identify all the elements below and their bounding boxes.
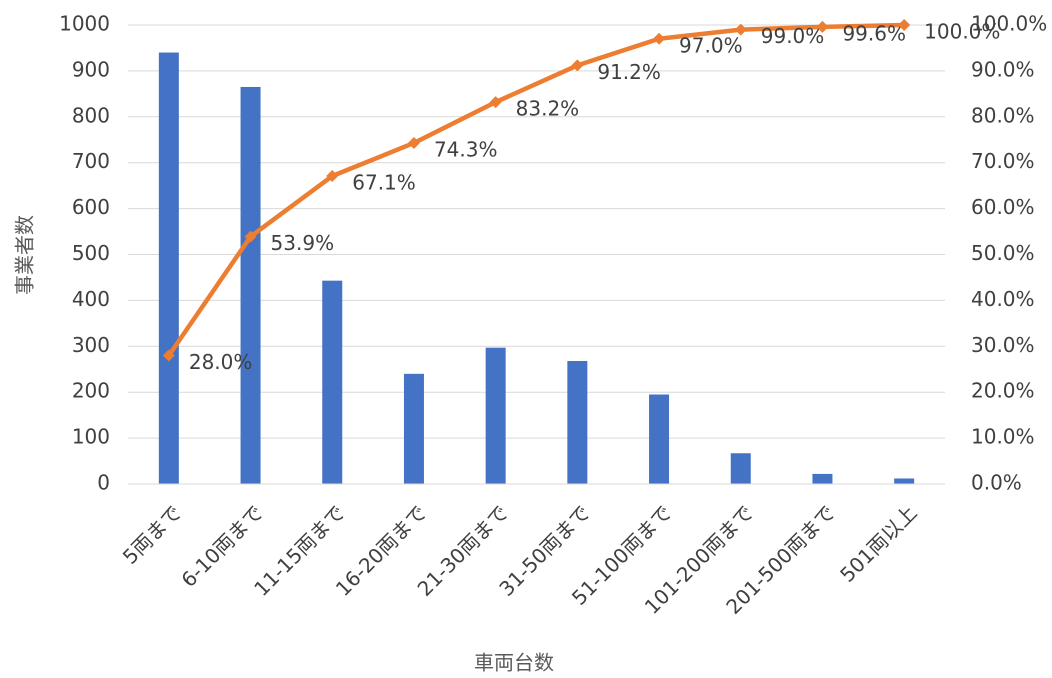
y2-tick-label: 60.0% [971, 195, 1035, 219]
x-tick-label: 501両以上 [835, 500, 921, 586]
bar [649, 394, 670, 484]
y2-tick-label: 80.0% [971, 103, 1035, 127]
y2-tick-label: 90.0% [971, 57, 1035, 81]
y2-tick-label: 50.0% [971, 241, 1035, 265]
marker [162, 349, 175, 362]
marker [489, 96, 502, 109]
data-label: 53.9% [271, 231, 335, 255]
data-label: 83.2% [516, 97, 580, 121]
data-label: 91.2% [597, 60, 661, 84]
y-tick-label: 800 [72, 103, 110, 127]
bar [403, 373, 424, 484]
y2-tick-label: 10.0% [971, 425, 1035, 449]
bar [812, 473, 833, 484]
y-tick-label: 500 [72, 241, 110, 265]
y-tick-label: 100 [72, 425, 110, 449]
marker [653, 32, 666, 45]
marker [734, 23, 747, 36]
marker [816, 20, 829, 33]
marker [244, 230, 257, 243]
marker [571, 59, 584, 72]
x-axis-title: 車両台数 [474, 651, 554, 675]
y-tick-label: 900 [72, 57, 110, 81]
bar [894, 478, 915, 484]
y-tick-label: 600 [72, 195, 110, 219]
bar [158, 52, 179, 484]
bar [567, 360, 588, 484]
y2-tick-label: 20.0% [971, 379, 1035, 403]
bar [322, 280, 343, 484]
y2-tick-label: 40.0% [971, 287, 1035, 311]
marker [326, 170, 339, 183]
y2-tick-label: 100.0% [971, 12, 1047, 36]
y-tick-label: 300 [72, 333, 110, 357]
bar [730, 453, 751, 484]
y-tick-label: 1000 [59, 12, 110, 36]
bar [485, 347, 506, 484]
data-label: 99.6% [842, 21, 906, 45]
y-tick-label: 200 [72, 379, 110, 403]
data-label: 28.0% [189, 350, 253, 374]
y-tick-label: 700 [72, 149, 110, 173]
x-tick-label: 5両まで [118, 500, 186, 568]
marker [407, 136, 420, 149]
data-label: 100.0% [924, 20, 1000, 44]
data-label: 99.0% [761, 24, 825, 48]
y2-tick-label: 30.0% [971, 333, 1035, 357]
y-tick-label: 0 [97, 471, 110, 495]
data-label: 97.0% [679, 33, 743, 57]
marker [898, 19, 911, 31]
line [166, 22, 905, 357]
y-axis-title: 事業者数 [13, 215, 37, 295]
y2-tick-label: 0.0% [971, 471, 1022, 495]
y2-tick-label: 70.0% [971, 149, 1035, 173]
y-tick-label: 400 [72, 287, 110, 311]
bar [240, 86, 261, 484]
data-label: 67.1% [352, 171, 416, 195]
data-label: 74.3% [434, 137, 498, 161]
